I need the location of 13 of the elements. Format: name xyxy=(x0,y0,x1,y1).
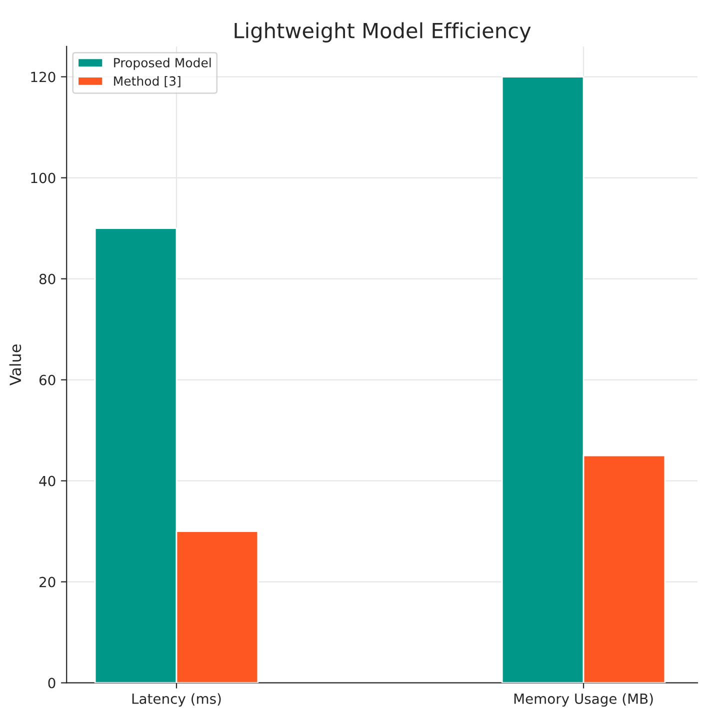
y-tick-label: 40 xyxy=(39,476,56,486)
y-tick-label: 60 xyxy=(39,374,56,386)
y-tick-label: 100 xyxy=(31,172,56,184)
legend-label: Method [3] xyxy=(114,76,180,88)
x-tick-label: Memory Usage (MB) xyxy=(514,693,653,707)
y-axis-title: Value xyxy=(9,344,22,386)
y-tick-label: 80 xyxy=(39,274,56,284)
y-tick-label: 0 xyxy=(48,678,56,688)
y-tick-label: 120 xyxy=(31,72,56,82)
legend-label: Proposed Model xyxy=(114,58,211,70)
x-tick-label: Latency (ms) xyxy=(132,693,221,707)
y-tick-label: 20 xyxy=(40,576,56,588)
chart-title: Lightweight Model Efficiency xyxy=(234,22,531,42)
